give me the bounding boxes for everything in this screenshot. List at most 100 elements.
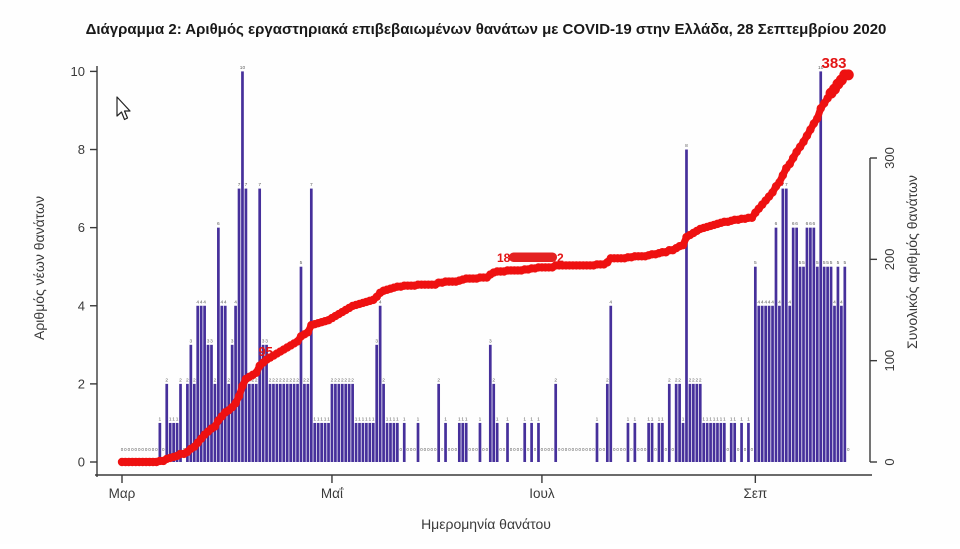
- annotation-plateau-start: 18: [497, 251, 511, 265]
- bar-value-label: 4: [609, 299, 612, 305]
- cumulative-dot: [813, 114, 822, 123]
- bar-zero-label: 0: [131, 447, 134, 452]
- bar-value-label: 2: [255, 377, 258, 383]
- daily-deaths-bar: [678, 383, 681, 462]
- bar-value-label: 5: [300, 260, 303, 266]
- daily-deaths-bar: [186, 383, 189, 462]
- bar-value-label: 2: [276, 377, 279, 383]
- daily-deaths-bar: [833, 305, 836, 462]
- bar-value-label: 2: [165, 377, 168, 383]
- bar-value-label: 5: [802, 260, 805, 266]
- bar-value-label: 4: [761, 299, 764, 305]
- daily-deaths-bar: [351, 383, 354, 462]
- x-axis-tick-label: Μαρ: [109, 486, 136, 501]
- bar-zero-label: 0: [561, 447, 564, 452]
- bar-value-label: 1: [733, 416, 736, 422]
- bar-value-label: 6: [806, 221, 809, 227]
- bar-zero-label: 0: [551, 447, 554, 452]
- bar-value-label: 5: [837, 260, 840, 266]
- daily-deaths-bar: [492, 383, 496, 462]
- daily-deaths-bar: [396, 422, 399, 462]
- bar-value-label: 7: [310, 182, 313, 188]
- daily-deaths-bar: [199, 305, 203, 462]
- left-axis-tick-label: 4: [78, 298, 85, 313]
- daily-deaths-bar: [192, 383, 196, 462]
- daily-deaths-bar: [798, 266, 802, 462]
- bar-zero-label: 0: [475, 447, 478, 452]
- bar-zero-label: 0: [671, 447, 674, 452]
- bar-zero-label: 0: [568, 447, 571, 452]
- cumulative-dot: [775, 178, 784, 187]
- daily-deaths-bar: [227, 383, 231, 462]
- bar-value-label: 2: [338, 377, 341, 383]
- daily-deaths-bar: [237, 188, 241, 462]
- daily-deaths-bar: [416, 422, 420, 462]
- bar-value-label: 5: [843, 260, 846, 266]
- daily-deaths-bar: [674, 383, 678, 462]
- bar-value-label: 1: [661, 416, 664, 422]
- bar-zero-label: 0: [527, 447, 530, 452]
- bar-zero-label: 0: [751, 447, 754, 452]
- daily-deaths-bar: [289, 383, 293, 462]
- right-axis-tick-label: 300: [882, 147, 897, 169]
- bar-value-label: 4: [788, 299, 791, 305]
- annotation-plateau-end: 2: [557, 251, 564, 265]
- bar-zero-label: 0: [579, 447, 582, 452]
- bar-value-label: 4: [768, 299, 771, 305]
- bar-value-label: 1: [709, 416, 712, 422]
- bar-value-label: 1: [320, 416, 323, 422]
- bar-value-label: 7: [238, 182, 241, 188]
- bar-zero-label: 0: [599, 447, 602, 452]
- bar-zero-label: 0: [406, 447, 409, 452]
- bar-value-label: 4: [200, 299, 203, 305]
- daily-deaths-bar: [320, 422, 323, 462]
- daily-deaths-bar: [685, 149, 688, 462]
- bar-zero-label: 0: [847, 447, 850, 452]
- daily-deaths-bar: [650, 422, 654, 462]
- daily-deaths-bar: [826, 266, 829, 462]
- cumulative-dot: [238, 381, 247, 391]
- right-axis-tick-label: 0: [882, 458, 897, 465]
- bar-value-label: 2: [334, 377, 337, 383]
- daily-deaths-bar: [313, 422, 317, 462]
- bar-value-label: 3: [265, 338, 268, 344]
- bar-value-label: 1: [313, 416, 316, 422]
- bar-value-label: 1: [720, 416, 723, 422]
- bar-zero-label: 0: [565, 447, 568, 452]
- bar-value-label: 5: [816, 260, 819, 266]
- daily-deaths-bar: [815, 266, 819, 462]
- bar-value-label: 10: [240, 65, 246, 71]
- bar-value-label: 2: [303, 377, 306, 383]
- daily-deaths-bar: [657, 422, 661, 462]
- bar-value-label: 6: [775, 221, 778, 227]
- bar-zero-label: 0: [582, 447, 585, 452]
- daily-deaths-bar: [688, 383, 692, 462]
- daily-deaths-bar: [323, 422, 327, 462]
- cumulative-dot: [303, 328, 313, 337]
- bar-value-label: 2: [293, 377, 296, 383]
- daily-deaths-bar: [234, 305, 237, 462]
- bar-value-label: 2: [282, 377, 285, 383]
- daily-deaths-bar: [554, 383, 558, 462]
- bar-zero-label: 0: [451, 447, 454, 452]
- bar-zero-label: 0: [620, 447, 623, 452]
- bar-value-label: 4: [196, 299, 199, 305]
- bar-value-label: 1: [176, 416, 179, 422]
- daily-deaths-bar: [719, 422, 723, 462]
- bar-zero-label: 0: [665, 447, 668, 452]
- bar-zero-label: 0: [413, 447, 416, 452]
- bar-value-label: 1: [647, 416, 650, 422]
- daily-deaths-bar: [165, 383, 169, 462]
- daily-deaths-bar: [716, 422, 719, 462]
- daily-deaths-bar: [705, 422, 709, 462]
- bar-value-label: 5: [826, 260, 829, 266]
- daily-deaths-bar: [158, 422, 162, 462]
- bar-value-label: 1: [417, 416, 420, 422]
- daily-deaths-bar: [385, 422, 389, 462]
- cumulative-dot: [678, 240, 688, 250]
- bar-value-label: 1: [159, 416, 162, 422]
- daily-deaths-bar: [296, 383, 299, 462]
- daily-deaths-bar: [812, 227, 816, 462]
